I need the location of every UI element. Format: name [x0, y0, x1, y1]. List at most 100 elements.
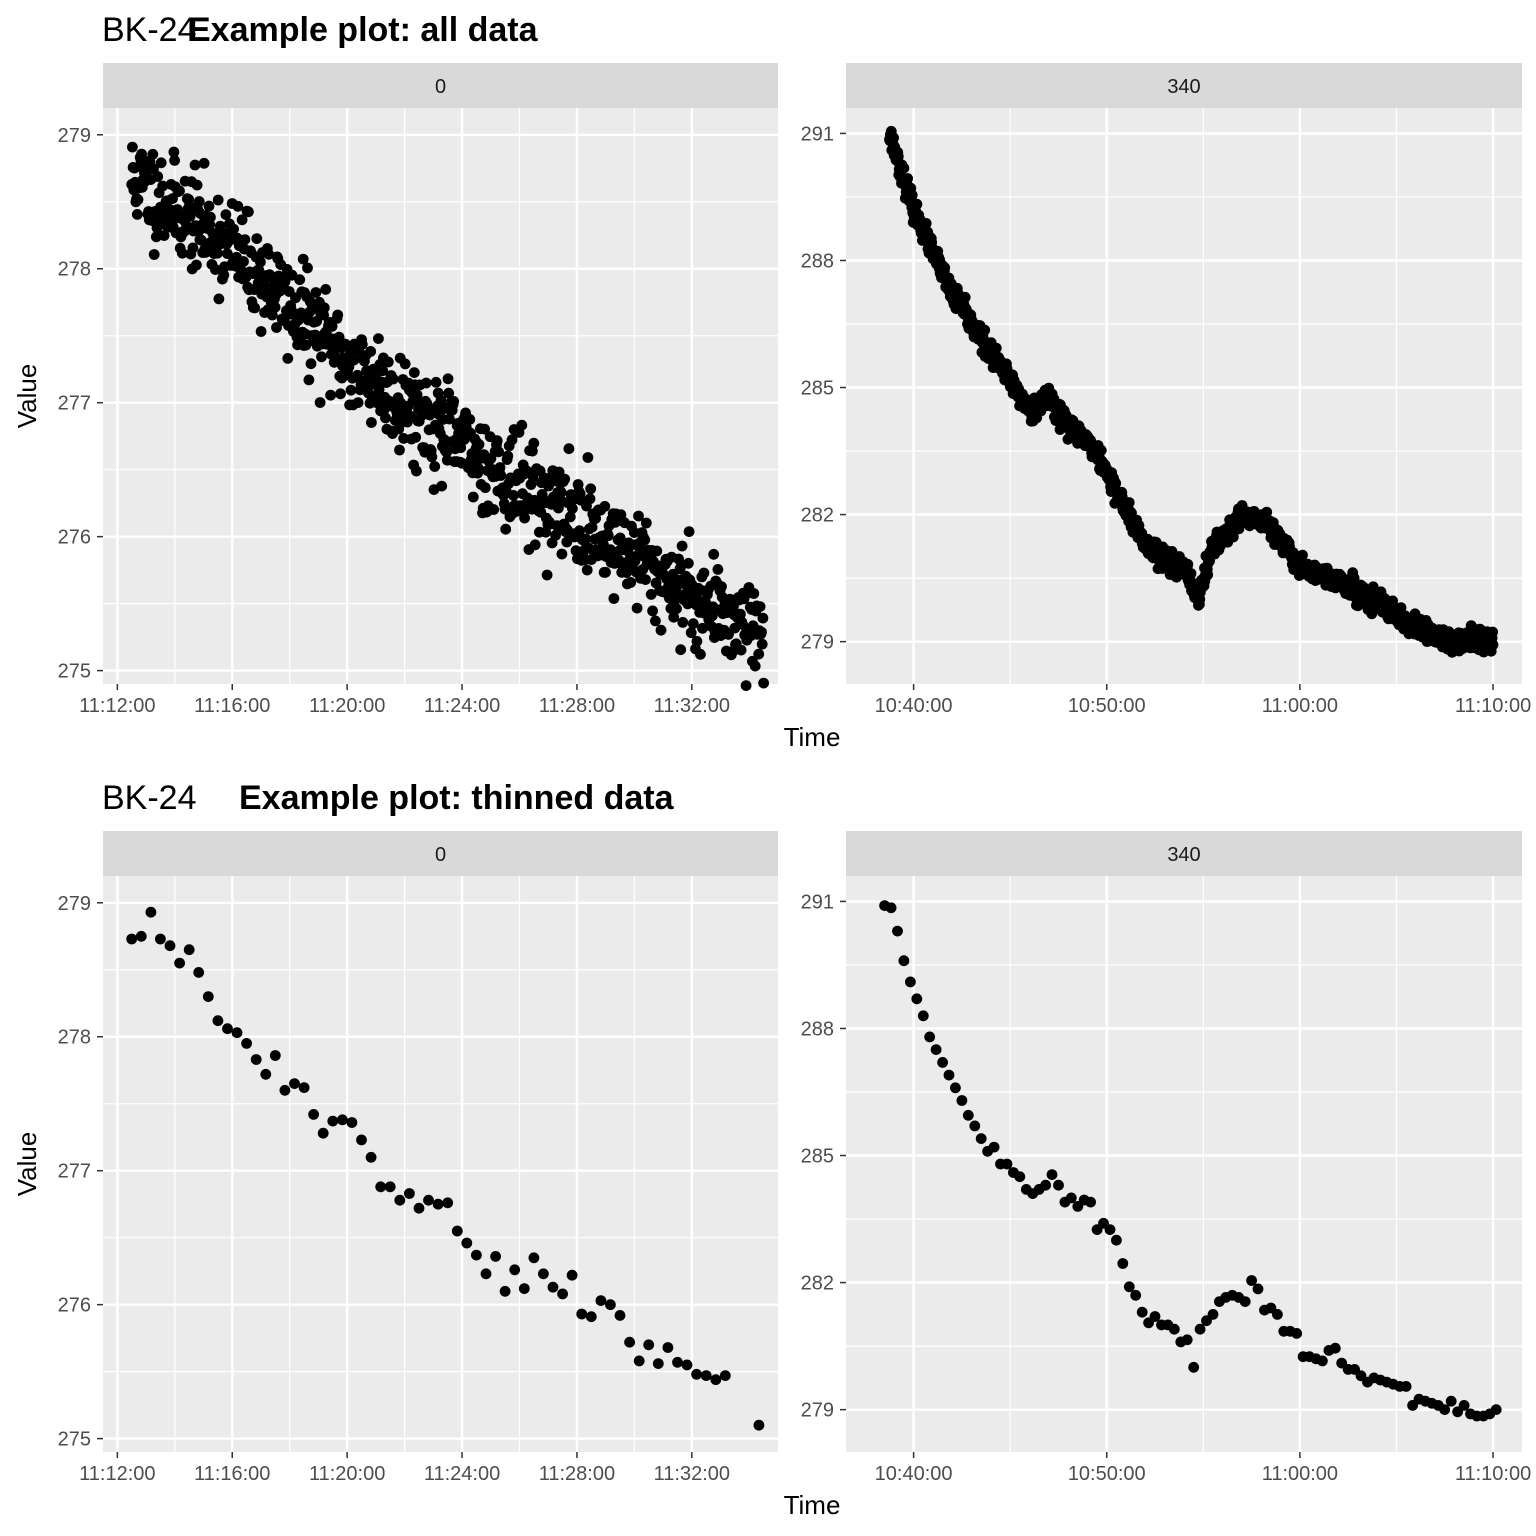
y-tick-label: 279: [801, 1400, 834, 1422]
data-point: [529, 539, 541, 551]
data-point: [1181, 1334, 1193, 1346]
data-point: [1182, 558, 1194, 570]
data-point: [191, 179, 203, 191]
data-point: [239, 234, 251, 246]
data-point: [499, 1285, 511, 1297]
y-tick-label: 279: [58, 893, 91, 915]
data-point: [1445, 1395, 1457, 1407]
x-tick-label: 11:20:00: [309, 695, 385, 717]
panel-background: [846, 108, 1522, 684]
data-point: [316, 351, 327, 363]
data-point: [212, 1015, 224, 1027]
data-point: [152, 171, 164, 182]
x-tick-label: 10:50:00: [1068, 1463, 1146, 1485]
data-point: [375, 1181, 387, 1193]
x-tick-label: 10:50:00: [1068, 695, 1146, 717]
data-point: [979, 324, 991, 336]
data-point: [687, 618, 699, 630]
data-point: [608, 593, 620, 604]
data-point: [282, 353, 294, 364]
data-point: [413, 1202, 425, 1214]
data-point: [488, 504, 500, 515]
data-point: [1185, 568, 1197, 579]
data-point: [585, 483, 597, 495]
data-point: [541, 569, 553, 581]
panel-thinned-data-facet-340: 340 10:40:00 10:50:00 11:00:00 11:10:00 279 28…: [801, 831, 1531, 1485]
data-point: [662, 1342, 674, 1353]
x-tick-label: 11:32:00: [654, 1463, 730, 1485]
data-point: [238, 256, 249, 267]
data-point: [394, 444, 405, 456]
data-point: [394, 1194, 406, 1206]
data-point: [754, 601, 766, 612]
top-y-axis-title: Value: [12, 364, 42, 429]
data-point: [697, 622, 708, 634]
data-point: [892, 925, 903, 937]
y-tick-label: 282: [801, 1273, 834, 1295]
top-title-site: BK-24: [102, 11, 197, 49]
data-point: [366, 417, 377, 428]
facet-strip-label: 340: [1167, 76, 1200, 98]
data-point: [310, 287, 322, 298]
data-point: [1040, 1179, 1051, 1191]
data-point: [1085, 1196, 1096, 1208]
data-point: [373, 333, 384, 344]
y-tick-label: 277: [58, 1161, 91, 1183]
data-point: [695, 648, 706, 660]
x-tick-label: 11:32:00: [654, 695, 730, 717]
data-point: [377, 365, 389, 377]
data-point: [959, 291, 971, 303]
data-point: [303, 374, 315, 386]
data-point: [719, 1370, 731, 1381]
data-point: [567, 503, 578, 514]
data-point: [939, 262, 951, 274]
x-tick-label: 10:40:00: [875, 1463, 953, 1485]
data-point: [885, 902, 897, 914]
panel-background: [103, 876, 778, 1452]
data-point: [174, 957, 186, 969]
data-point: [420, 377, 432, 389]
data-point: [1458, 1400, 1470, 1411]
data-point: [1014, 1171, 1026, 1183]
data-point: [700, 1370, 712, 1381]
data-point: [495, 470, 507, 481]
data-point: [461, 1237, 473, 1249]
data-point: [308, 1109, 319, 1120]
data-point: [1317, 1355, 1328, 1367]
data-point: [584, 493, 596, 505]
data-point: [898, 955, 910, 967]
top-x-axis-title: Time: [784, 722, 841, 752]
data-point: [1487, 639, 1499, 651]
data-point: [917, 1010, 929, 1022]
data-point: [506, 434, 518, 446]
data-point: [473, 439, 485, 450]
data-point: [444, 413, 455, 425]
data-point: [528, 1252, 540, 1264]
data-point: [411, 389, 423, 401]
x-tick-label: 10:40:00: [875, 695, 953, 717]
data-point: [202, 991, 214, 1002]
data-point: [681, 1359, 693, 1371]
panel-all-data-facet-340: 340 10:40:00 10:50:00 11:00:00 11:10:00 279 28…: [801, 63, 1531, 717]
data-point: [564, 511, 576, 523]
data-point: [442, 1197, 454, 1209]
data-point: [527, 471, 539, 483]
data-point: [148, 249, 160, 260]
data-point: [911, 198, 923, 210]
data-point: [685, 627, 697, 639]
data-point: [668, 611, 680, 623]
data-point: [335, 388, 346, 400]
data-point: [756, 626, 767, 638]
data-point: [975, 1133, 987, 1144]
data-point: [924, 1031, 936, 1043]
data-point: [625, 577, 637, 588]
data-point: [645, 589, 657, 600]
data-point: [295, 307, 307, 319]
data-point: [249, 302, 261, 314]
data-point: [221, 248, 233, 259]
bottom-title-main: Example plot: thinned data: [239, 779, 675, 817]
data-point: [320, 284, 332, 295]
y-tick-label: 276: [58, 1295, 91, 1317]
data-point: [1367, 581, 1379, 593]
